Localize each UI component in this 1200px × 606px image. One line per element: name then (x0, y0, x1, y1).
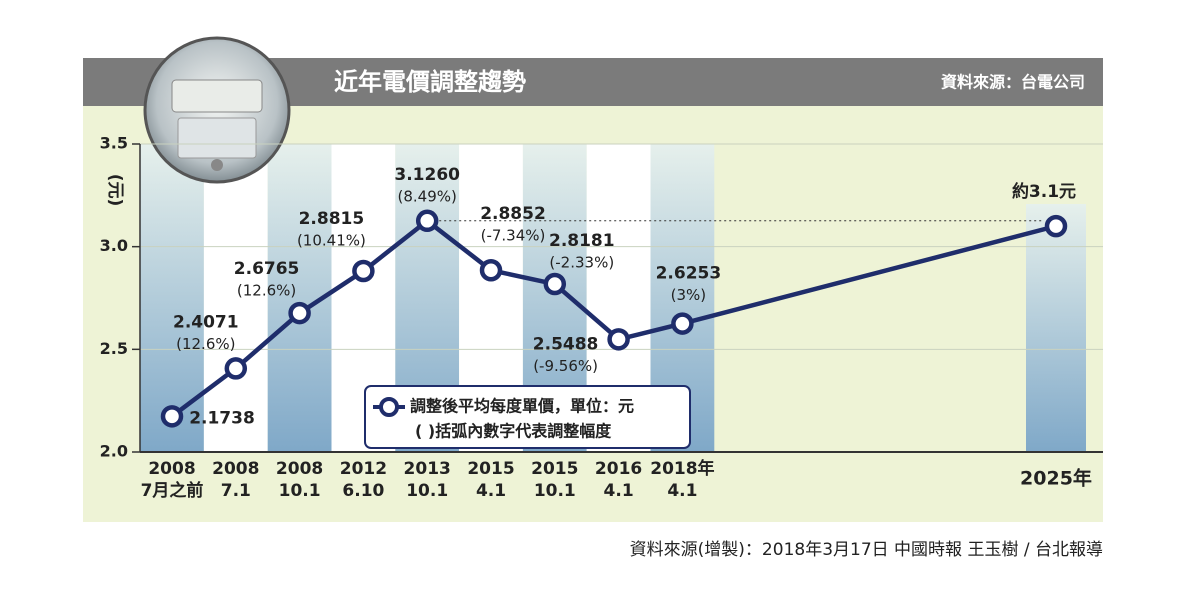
x-tick-label: 4.1 (604, 481, 634, 501)
data-point (607, 328, 630, 351)
value-label: 2.6765 (234, 259, 300, 279)
x-tick-label: 7月之前 (141, 480, 204, 501)
data-point (479, 258, 503, 282)
y-axis-label: (元) (105, 174, 125, 207)
x-tick-label: 10.1 (406, 481, 448, 501)
x-tick-label: 2018年 (650, 458, 714, 479)
white-column (203, 144, 268, 452)
x-tick-label: 4.1 (667, 481, 697, 501)
legend-label: 調整後平均每度單價，單位：元 (410, 397, 634, 416)
change-label: (8.49%) (398, 187, 457, 205)
legend: 調整後平均每度單價，單位：元 ( )括弧內數字代表調整幅度 (364, 385, 691, 449)
change-label: (10.41%) (297, 231, 366, 249)
change-label: (3%) (671, 286, 707, 304)
change-label: (-9.56%) (533, 357, 598, 375)
data-point (352, 259, 375, 283)
x-tick-label: 10.1 (279, 481, 321, 501)
x-tick-label: 6.10 (342, 481, 384, 501)
x-tick-label: 2008 (148, 459, 195, 479)
value-label: 2.6253 (656, 264, 722, 284)
data-point (543, 272, 567, 296)
data-point (160, 405, 184, 428)
x-tick-label: 2012 (340, 459, 387, 479)
value-label: 2.4071 (173, 312, 239, 332)
value-label: 2.1738 (189, 408, 255, 428)
footer: 資料來源(增製)：2018年3月17日 中國時報 王玉樹 / 台北報導 (630, 540, 1103, 560)
x-tick-label: 7.1 (221, 481, 251, 501)
source-top: 資料來源：台電公司 (941, 73, 1085, 92)
change-label: (-2.33%) (549, 254, 614, 272)
y-tick-label: 2.5 (100, 339, 128, 358)
data-point (224, 357, 248, 380)
change-label: (-7.34%) (481, 227, 546, 245)
value-label: 約3.1元 (1012, 181, 1076, 202)
x-tick-label: 2008 (276, 459, 323, 479)
legend-note: ( )括弧內數字代表調整幅度 (415, 422, 612, 441)
x-tick-label: 2016 (595, 459, 642, 479)
data-point (1044, 214, 1068, 238)
y-tick-label: 2.0 (100, 442, 128, 461)
legend-marker (379, 397, 399, 417)
change-label: (12.6%) (237, 282, 296, 300)
x-tick-label: 4.1 (476, 481, 506, 501)
legend-box (364, 385, 691, 449)
meter-illustration (143, 36, 291, 184)
value-label: 2.5488 (533, 334, 599, 354)
blue-column (1026, 204, 1086, 452)
x-tick-label: 2015 (467, 459, 514, 479)
x-tick-label: 2015 (531, 459, 578, 479)
x-tick-label: 2025年 (1020, 467, 1092, 490)
data-point (671, 312, 694, 335)
data-point (415, 209, 439, 233)
y-tick-label: 3.0 (100, 236, 128, 255)
y-tick-label: 3.5 (100, 134, 128, 153)
x-tick-label: 10.1 (534, 481, 576, 501)
change-label: (12.6%) (176, 335, 235, 353)
chart-title: 近年電價調整趨勢 (334, 68, 526, 96)
value-label: 3.1260 (394, 165, 460, 185)
value-label: 2.8852 (480, 204, 546, 224)
series-line (170, 217, 1057, 419)
value-label: 2.8181 (549, 231, 615, 251)
x-tick-label: 2013 (404, 459, 451, 479)
data-point (288, 301, 311, 325)
value-label: 2.8815 (299, 209, 365, 229)
x-tick-label: 2008 (212, 459, 259, 479)
